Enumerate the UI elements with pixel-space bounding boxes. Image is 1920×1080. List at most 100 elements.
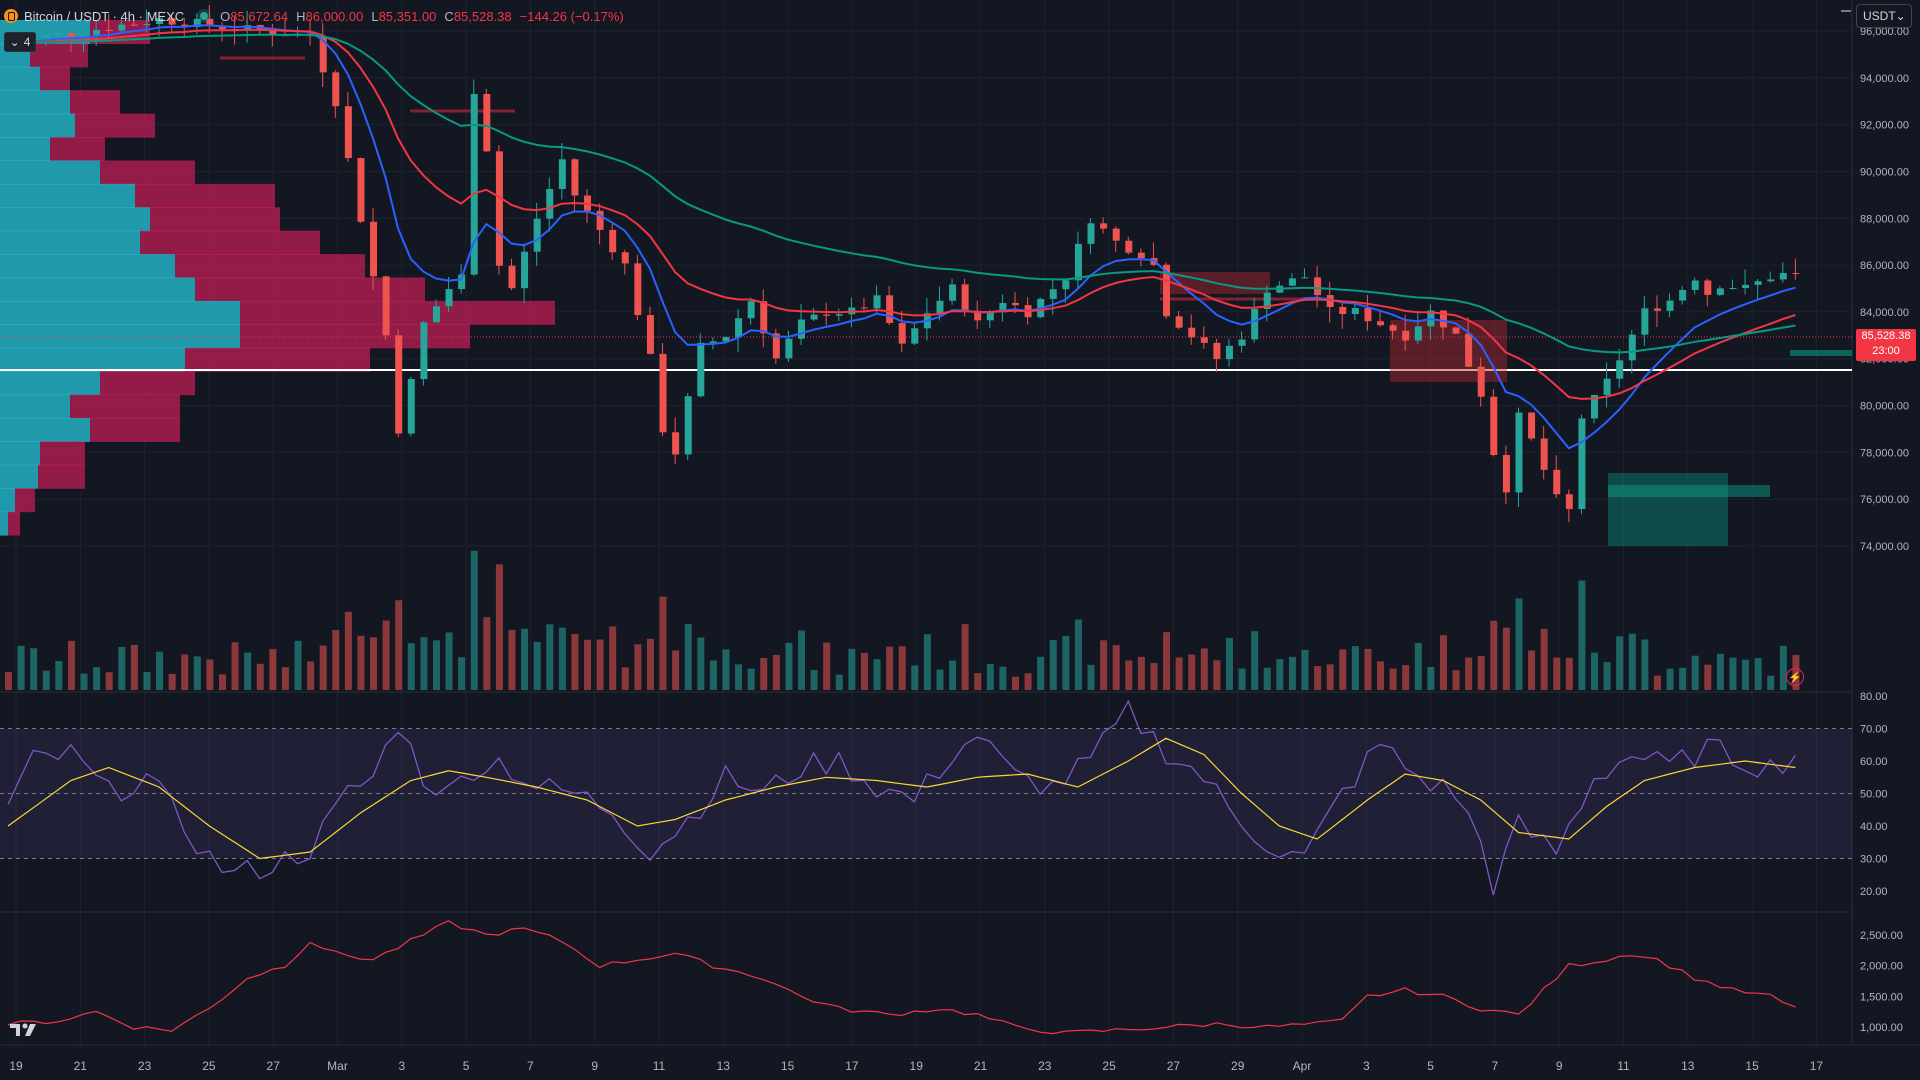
candle-body <box>999 302 1007 313</box>
time-tick-label: 23 <box>1038 1059 1052 1073</box>
time-tick-label: Mar <box>327 1059 348 1073</box>
volume-bar <box>1087 664 1095 690</box>
currency-selector[interactable]: USDT ⌄ <box>1856 4 1912 28</box>
candle-body <box>269 30 277 36</box>
volume-bar <box>558 627 566 690</box>
volume-bar <box>1263 667 1271 690</box>
last-price-value: 85,528.38 <box>1861 330 1911 342</box>
candle-body <box>1364 308 1372 322</box>
volume-profile-bar <box>240 324 470 349</box>
candle-body <box>1528 412 1536 439</box>
rsi-band <box>0 728 1852 859</box>
volume-profile-bar <box>0 66 40 91</box>
price-tick-label: 78,000.00 <box>1860 447 1909 459</box>
volume-bar <box>407 643 415 690</box>
time-tick-label: 11 <box>1617 1059 1630 1073</box>
rsi-line <box>7 699 1796 896</box>
candle-body <box>1225 345 1233 360</box>
volume-bar <box>156 651 164 690</box>
volume-profile-bar <box>15 488 35 513</box>
candle-body <box>395 335 403 434</box>
volume-bar <box>1238 668 1246 690</box>
candle-body <box>1087 223 1095 244</box>
candle-body <box>1238 339 1246 346</box>
volume-bar <box>1137 656 1145 690</box>
high-label: H <box>296 8 306 24</box>
volume-profile-bar <box>175 254 365 279</box>
volume-bar <box>1628 633 1636 690</box>
tradingview-logo-icon[interactable] <box>10 1022 46 1038</box>
candle-body <box>508 265 516 289</box>
pane-menu-icon[interactable] <box>1841 10 1851 12</box>
volume-bar <box>1276 658 1284 690</box>
candle-body <box>1351 308 1359 315</box>
volume-bar <box>143 672 151 690</box>
volume-bar <box>294 640 302 690</box>
volume-profile-bar <box>240 300 555 325</box>
candle-body <box>709 341 717 343</box>
candle-body <box>634 263 642 316</box>
candle-body <box>1301 277 1309 279</box>
volume-bar <box>1402 665 1410 690</box>
volume-profile-bar <box>75 113 155 138</box>
volume-bar <box>873 659 881 690</box>
time-tick-label: 7 <box>1492 1059 1499 1073</box>
price-tick-label: 88,000.00 <box>1860 213 1909 225</box>
chevron-down-icon: ⌄ <box>1895 9 1906 23</box>
volume-bar <box>772 654 780 690</box>
volume-bar <box>961 624 969 690</box>
volume-bar <box>1528 650 1536 690</box>
volume-profile-bar <box>0 183 135 208</box>
volume-profile-bar <box>40 66 70 91</box>
volume-bar <box>596 639 604 690</box>
candle-body <box>835 314 843 316</box>
candle-body <box>722 337 730 342</box>
lower-tick-label: 2,500.00 <box>1860 930 1903 942</box>
candle-body <box>1314 277 1322 296</box>
price-tick-label: 94,000.00 <box>1860 73 1909 85</box>
volume-bar <box>1062 635 1070 690</box>
high-value: 86,000.00 <box>305 8 364 24</box>
volume-bar <box>1666 668 1674 690</box>
volume-bar <box>67 640 75 690</box>
volume-profile-bar <box>30 43 88 68</box>
lower-tick-label: 1,500.00 <box>1860 991 1903 1003</box>
volume-bar <box>344 611 352 690</box>
alert-lightning-icon[interactable]: ⚡ <box>1786 668 1804 686</box>
time-tick-label: 5 <box>463 1059 470 1073</box>
low-label: L <box>371 8 379 24</box>
rsi-tick-label: 60.00 <box>1860 756 1888 768</box>
volume-bar <box>823 642 831 690</box>
candle-body <box>684 396 692 455</box>
volume-bar <box>1011 676 1019 690</box>
open-label: O <box>220 8 231 24</box>
candle-body <box>785 338 793 359</box>
candle-body <box>936 300 944 314</box>
candle-body <box>483 93 491 152</box>
candle-body <box>470 93 478 275</box>
price-tick-label: 86,000.00 <box>1860 260 1909 272</box>
time-tick-label: Apr <box>1293 1059 1312 1073</box>
volume-bar <box>93 667 101 690</box>
rsi-tick-label: 70.00 <box>1860 724 1888 736</box>
candle-body <box>1591 394 1599 419</box>
volume-profile-bar <box>0 394 70 419</box>
volume-bar <box>584 639 592 690</box>
time-tick-label: 9 <box>591 1059 598 1073</box>
candle-body <box>105 29 113 31</box>
candle-body <box>735 318 743 338</box>
time-tick-label: 13 <box>717 1059 731 1073</box>
candle-body <box>1691 280 1699 290</box>
time-tick-label: 3 <box>398 1059 405 1073</box>
time-tick-label: 9 <box>1556 1059 1563 1073</box>
candle-body <box>1515 412 1523 493</box>
candle-body <box>1628 334 1636 361</box>
symbol-title[interactable]: Bitcoin / USDT · 4h · MEXC <box>24 8 185 24</box>
candle-body <box>370 221 378 277</box>
candle-body <box>860 307 868 309</box>
volume-profile-bar <box>100 371 195 396</box>
time-tick-label: 7 <box>527 1059 534 1073</box>
indicators-collapse-button[interactable]: ⌄ 4 <box>4 32 36 52</box>
